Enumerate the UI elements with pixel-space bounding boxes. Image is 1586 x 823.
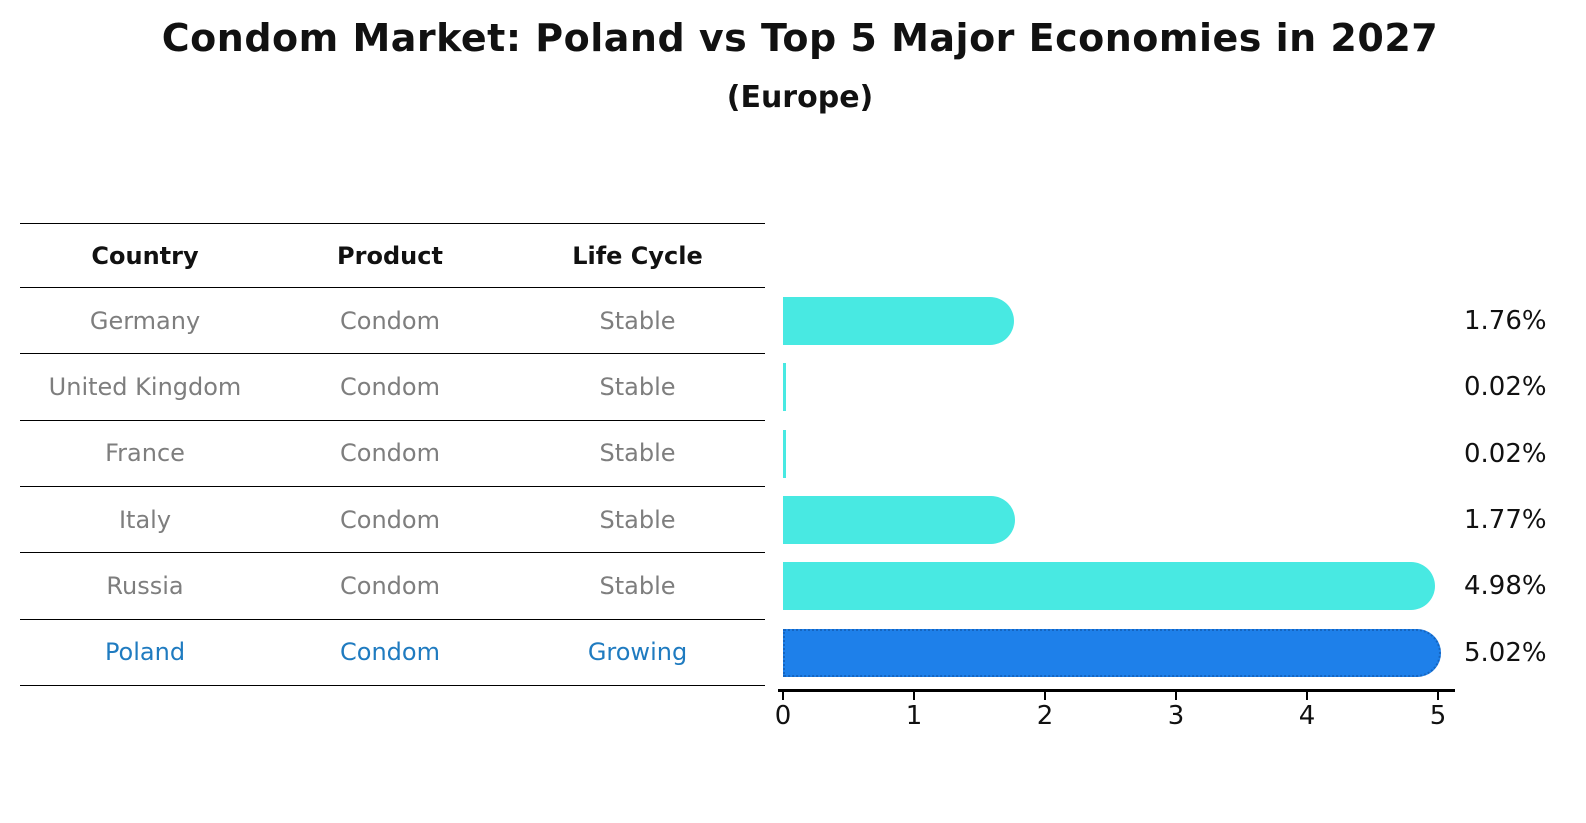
cell-lifecycle: Stable	[599, 439, 676, 468]
bar	[783, 628, 1441, 677]
x-axis-tick-mark	[1306, 691, 1308, 700]
table-row: United Kingdom Condom Stable	[20, 354, 765, 421]
x-axis-tick-mark	[1175, 691, 1177, 700]
x-axis-tick-label: 4	[1298, 701, 1316, 731]
x-axis-tick-label: 3	[1167, 701, 1185, 731]
cell-product: Condom	[340, 505, 440, 534]
x-axis-tick-mark	[1437, 691, 1439, 700]
cell-product: Condom	[340, 439, 440, 468]
table-row: Germany Condom Stable	[20, 288, 765, 355]
value-label: 1.76%	[1464, 306, 1547, 337]
value-label: 1.77%	[1464, 505, 1547, 536]
cell-country: Russia	[106, 571, 184, 600]
value-label: 4.98%	[1464, 571, 1547, 602]
bar	[783, 363, 786, 412]
chart-title: Condom Market: Poland vs Top 5 Major Eco…	[161, 16, 1439, 60]
cell-product: Condom	[340, 372, 440, 401]
bar	[783, 297, 1014, 346]
bar-row	[783, 288, 1456, 354]
bar-row	[783, 487, 1456, 553]
x-axis-tick-label: 5	[1429, 701, 1447, 731]
bar	[783, 496, 1015, 545]
value-label: 5.02%	[1464, 637, 1547, 668]
bar-row	[783, 421, 1456, 487]
value-label: 0.02%	[1464, 372, 1547, 403]
value-label: 0.02%	[1464, 438, 1547, 469]
cell-product: Condom	[340, 638, 440, 667]
cell-lifecycle: Stable	[599, 306, 676, 335]
x-axis-tick-label: 0	[774, 701, 792, 731]
country-table: Country Product Life Cycle Germany Condo…	[20, 223, 765, 686]
table-row: France Condom Stable	[20, 421, 765, 487]
table-header-lifecycle: Life Cycle	[572, 241, 703, 270]
cell-lifecycle: Stable	[599, 505, 676, 534]
cell-country: Germany	[89, 306, 201, 335]
cell-lifecycle: Growing	[587, 638, 688, 667]
bar	[783, 562, 1436, 611]
x-axis-tick-mark	[1044, 691, 1046, 700]
x-axis-tick-mark	[782, 691, 784, 700]
table-row: Russia Condom Stable	[20, 553, 765, 620]
table-rows: Germany Condom Stable United Kingdom Con…	[20, 288, 765, 686]
bar-row	[783, 553, 1456, 619]
cell-country: United Kingdom	[48, 372, 242, 401]
cell-country: France	[105, 439, 185, 468]
cell-product: Condom	[340, 306, 440, 335]
x-axis-line	[778, 689, 1455, 692]
bar-row	[783, 354, 1456, 420]
table-row: Italy Condom Stable	[20, 487, 765, 554]
table-header-row: Country Product Life Cycle	[20, 224, 765, 288]
bar	[783, 429, 786, 478]
cell-product: Condom	[340, 571, 440, 600]
x-axis-tick-label: 2	[1036, 701, 1054, 731]
bar-row	[783, 620, 1456, 686]
cell-country: Poland	[104, 638, 186, 667]
value-labels: 1.76% 0.02% 0.02% 1.77% 4.98% 5.02%	[1464, 288, 1584, 686]
chart-subtitle: (Europe)	[726, 80, 874, 115]
table-header-country: Country	[91, 241, 199, 270]
table-header-product: Product	[337, 241, 443, 270]
cell-country: Italy	[118, 505, 172, 534]
bar-plot-area	[783, 288, 1456, 686]
x-axis-tick-mark	[913, 691, 915, 700]
cell-lifecycle: Stable	[599, 372, 676, 401]
x-axis-tick-label: 1	[905, 701, 923, 731]
cell-lifecycle: Stable	[599, 571, 676, 600]
table-row: Poland Condom Growing	[20, 620, 765, 686]
